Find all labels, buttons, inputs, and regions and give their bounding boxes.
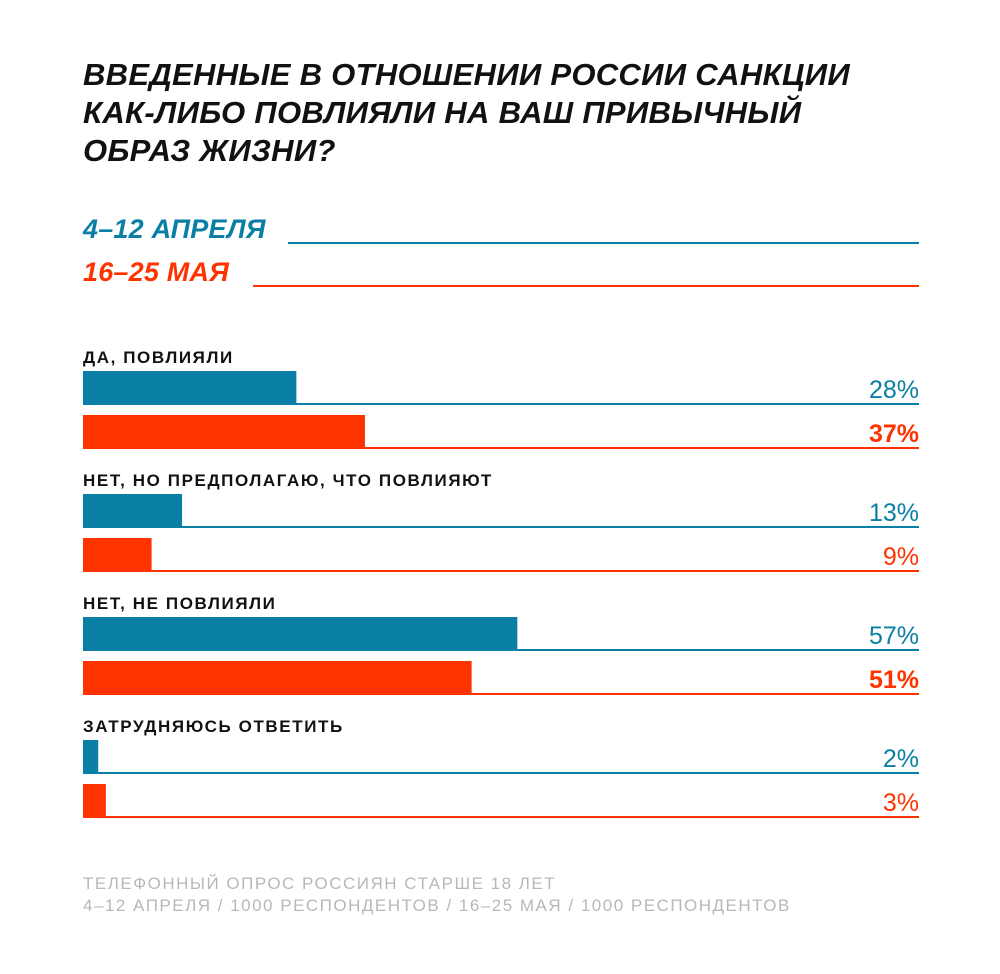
footer-line-1: ТЕЛЕФОННЫЙ ОПРОС РОССИЯН СТАРШЕ 18 ЛЕТ	[83, 874, 557, 893]
value-label: 28%	[869, 376, 919, 404]
legend-label-april: 4–12 АПРЕЛЯ	[83, 214, 266, 244]
category-label: ЗАТРУДНЯЮСЬ ОТВЕТИТЬ	[83, 717, 344, 736]
value-label: 9%	[883, 543, 919, 571]
value-label: 57%	[869, 622, 919, 650]
chart-title: ВВЕДЕННЫЕ В ОТНОШЕНИИ РОССИИ САНКЦИИ КАК…	[83, 57, 850, 168]
bar	[83, 784, 106, 818]
bar	[83, 494, 183, 528]
bar	[83, 371, 297, 405]
legend-line-may	[253, 285, 919, 287]
value-label: 37%	[869, 420, 919, 448]
category-label: ДА, ПОВЛИЯЛИ	[83, 348, 234, 367]
value-label: 51%	[869, 666, 919, 694]
legend-item-april: 4–12 АПРЕЛЯ	[83, 214, 919, 250]
footer-note: ТЕЛЕФОННЫЙ ОПРОС РОССИЯН СТАРШЕ 18 ЛЕТ 4…	[83, 873, 791, 917]
bar	[83, 617, 518, 651]
bar	[83, 661, 472, 695]
bar	[83, 415, 365, 449]
legend-item-may: 16–25 МАЯ	[83, 257, 919, 293]
bar	[83, 740, 99, 774]
legend-line-april	[288, 242, 919, 244]
value-label: 13%	[869, 499, 919, 527]
legend-label-may: 16–25 МАЯ	[83, 257, 230, 287]
value-label: 3%	[883, 789, 919, 817]
bar	[83, 538, 152, 572]
value-label: 2%	[883, 745, 919, 773]
footer-line-2: 4–12 АПРЕЛЯ / 1000 РЕСПОНДЕНТОВ / 16–25 …	[83, 896, 791, 915]
category-label: НЕТ, НЕ ПОВЛИЯЛИ	[83, 594, 277, 613]
category-label: НЕТ, НО ПРЕДПОЛАГАЮ, ЧТО ПОВЛИЯЮТ	[83, 471, 493, 490]
